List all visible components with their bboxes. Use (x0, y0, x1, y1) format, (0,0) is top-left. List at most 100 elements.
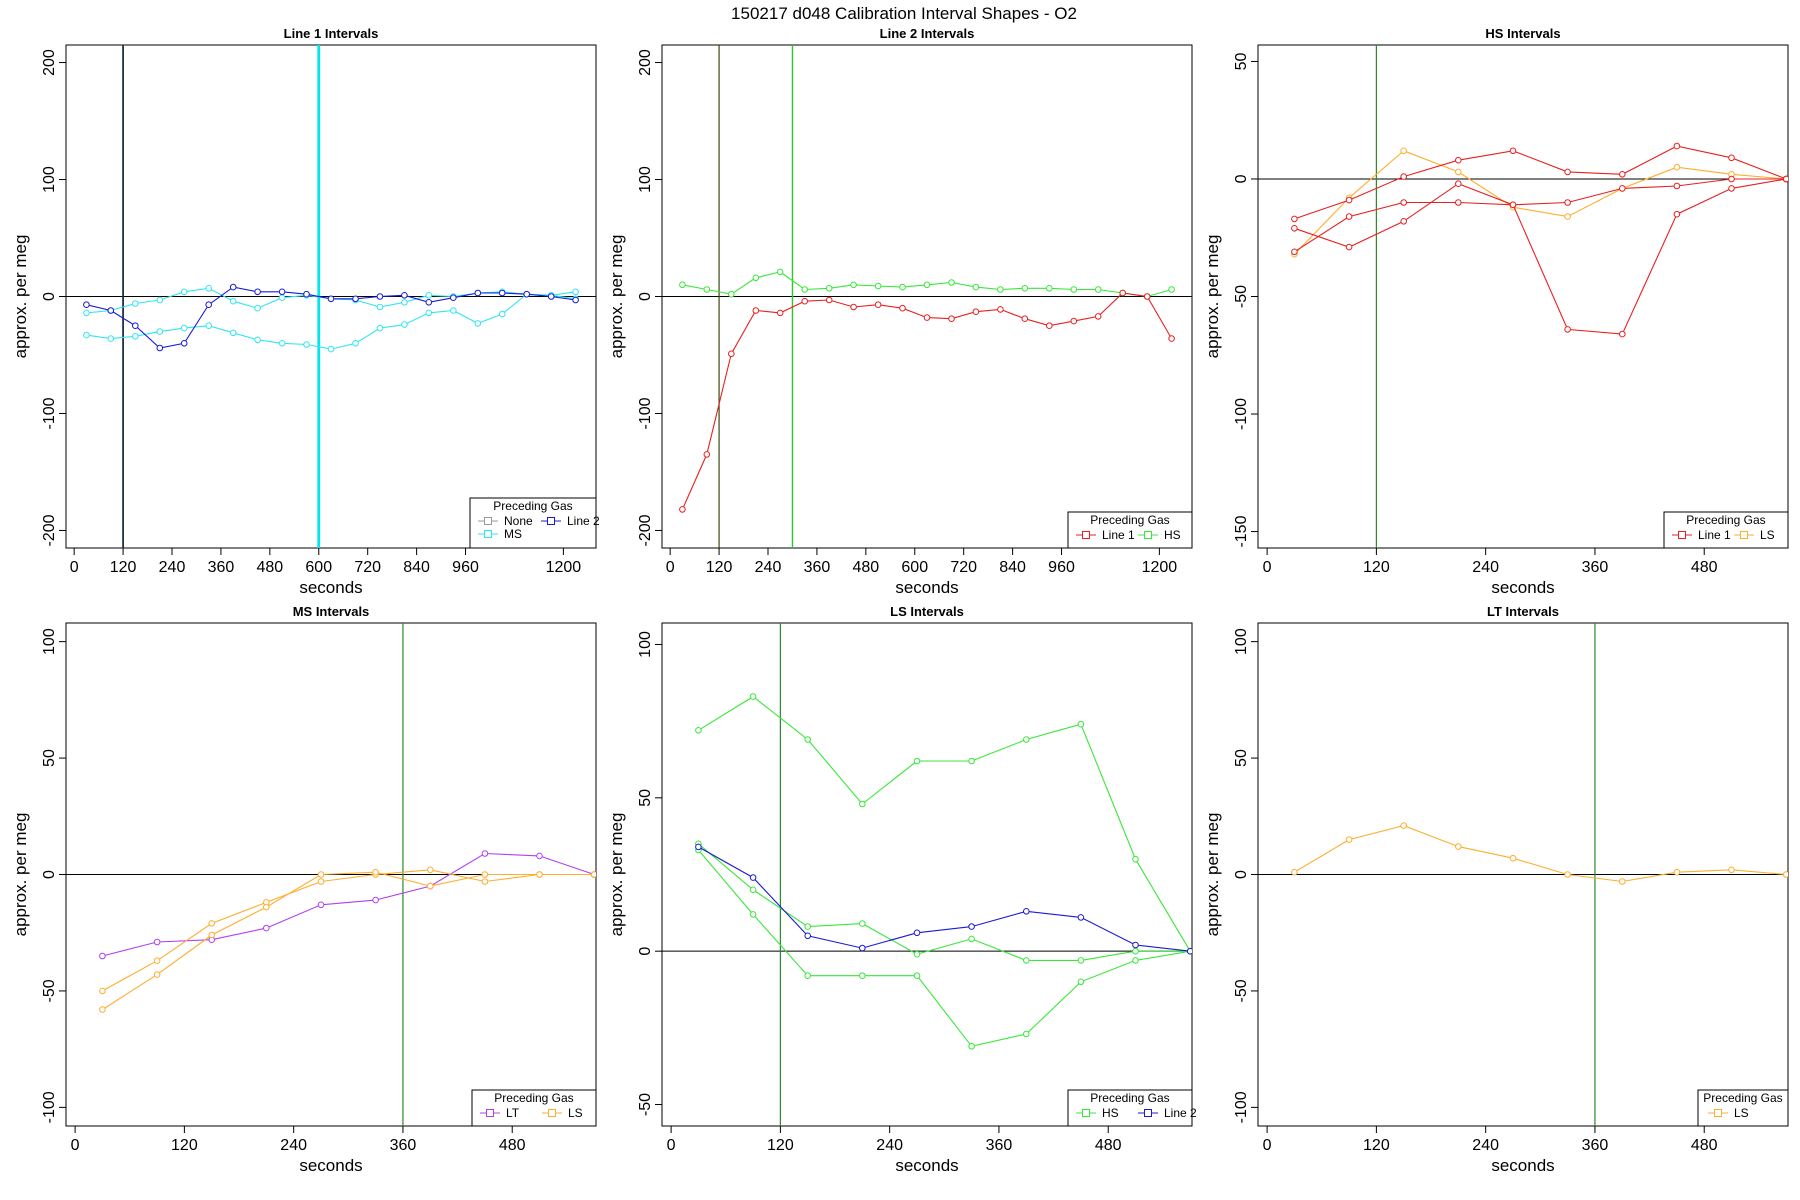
panel-5-y-tick-label: -50 (637, 1093, 654, 1116)
panel-3-series-line-1-3-point (1400, 218, 1407, 225)
panel-6-x-axis-label: seconds (1491, 1156, 1554, 1175)
panel-5-plot-frame (661, 622, 1193, 1127)
panel-3-series-line-1-4-point (1291, 248, 1298, 256)
panel-3: HS Intervals 0 120 240 360 480 -150 -100 -50 0 50 s… (1203, 26, 1789, 597)
panel-4-legend-label: LT (506, 1106, 520, 1120)
panel-1-series-ms-2-point (83, 331, 90, 339)
panel-2-title: Line 2 Intervals (880, 26, 975, 41)
panel-2-series-line-1-2-point (728, 350, 735, 358)
panel-3-series-line-1-3 (1291, 175, 1788, 338)
panel-2-series-hs-1-point (997, 286, 1004, 293)
panel-2-x-tick-label: 720 (950, 559, 977, 576)
panel-6-series-ls-1-point (1782, 871, 1788, 878)
panel-6-legend-swatch-marker (1714, 1109, 1722, 1117)
panel-5-y-axis-label: approx. per meg (607, 813, 626, 937)
panel-3-legend-item-ls: LS (1734, 528, 1775, 542)
panel-1-series-line-2-3-point (352, 295, 359, 303)
panel-1-series-line-2-3-point (523, 290, 531, 298)
panel-6-legend-title: Preceding Gas (1703, 1091, 1782, 1105)
panel-1-legend-label: None (504, 514, 533, 528)
panel-4-series-ls-2-point (481, 878, 489, 885)
panel-2-series-hs-1-point (703, 286, 711, 293)
panel-2-series-hs-1-point (874, 282, 882, 290)
panel-4-series-ls-3-line (102, 871, 595, 1011)
panel-1-series-ms-1-point (205, 285, 212, 292)
panel-1-series-ms-1-point (180, 288, 188, 296)
panel-2-series-hs-1-point (1070, 286, 1078, 293)
panel-6-y-tick-label: 100 (1233, 628, 1250, 655)
panel-1-series-line-2-3-point (205, 301, 212, 309)
panel-2-series-hs-1-point (1046, 285, 1053, 292)
panel-3-series-line-1-4-point (1673, 182, 1681, 190)
panel-5-series-hs-2-point (859, 920, 866, 927)
panel-1-legend-swatch-marker (547, 517, 555, 525)
panel-2-series-line-1-2-point (1119, 289, 1127, 297)
panel-1-series-line-2-3-point (303, 290, 310, 298)
panel-4-series-lt-1-point (481, 850, 489, 857)
panel-3-series-line-1-4 (1291, 175, 1788, 256)
panel-4-x-tick-label: 360 (390, 1137, 417, 1154)
panel-1-series-line-2-3-point (474, 289, 482, 297)
panel-5-x-tick-label: 360 (986, 1137, 1013, 1154)
panel-3-legend-label: LS (1760, 528, 1775, 542)
panel-1-series-ms-2-point (401, 321, 408, 328)
panel-1-series-ms-2-point (303, 341, 310, 348)
panel-1-series-ms-2-point (474, 320, 482, 327)
panel-2-series-hs-1-point (752, 274, 760, 282)
panel-2-series-hs-1-point (801, 286, 808, 293)
panel-5-series-hs-3-line (697, 849, 1191, 1047)
panel-2-series-hs-1-point (899, 283, 906, 291)
panel-2-x-axis-label: seconds (895, 578, 958, 597)
panel-2-legend-box (1067, 511, 1193, 549)
panel-1-y-tick-label: -200 (41, 514, 58, 546)
panel-4-series-ls-3-point (99, 1006, 106, 1013)
panel-4-series-lt-1-point (317, 901, 325, 909)
figure-title: 150217 d048 Calibration Interval Shapes … (731, 4, 1077, 23)
panel-3-y-tick-label: 0 (1233, 174, 1250, 183)
panel-5-series-hs-3-point (1077, 978, 1085, 986)
panel-1-x-tick-label: 1200 (546, 559, 582, 576)
panel-3-series-ls-1 (1291, 147, 1788, 258)
panel-1-legend-label: Line 2 (567, 514, 600, 528)
panel-2-series-hs-1-point (948, 279, 955, 286)
panel-1-series-ms-1-point (572, 288, 579, 296)
panel-5-series-line-2-4-point (968, 923, 975, 930)
panel-1-legend-item-line-2: Line 2 (541, 514, 600, 528)
panel-3-legend-swatch-marker (1678, 531, 1686, 539)
panel-4-legend-swatch-marker (486, 1109, 494, 1117)
panel-5-series-line-2-4-point (804, 932, 811, 940)
panel-2-legend-item-hs: HS (1138, 528, 1181, 542)
panel-5-series-line-2-4-point (913, 929, 921, 937)
panel-5-series-hs-3-point (749, 911, 757, 918)
panel-5-series-hs-2-line (698, 843, 1191, 961)
panel-4-series-lt-1-point (263, 924, 270, 932)
panel-3-series-ls-1-line (1294, 150, 1787, 255)
panel-2-series-line-1-2-point (703, 451, 711, 458)
panel-2-series-hs-1-point (850, 281, 857, 289)
panel-3-series-line-1-2-point (1728, 154, 1735, 162)
panel-5-series-hs-1-point (695, 727, 702, 734)
panel-4-x-tick-label: 480 (499, 1137, 526, 1154)
panel-2-series-line-1-2-point (972, 308, 980, 316)
panel-4-series-ls-3-point (263, 903, 270, 911)
panel-4-series-ls-2-point (99, 987, 106, 995)
panel-5-series-hs-3-point (804, 972, 811, 980)
panel-2-series-line-1-2-point (752, 307, 760, 314)
panel-5-series-line-2-4-point (859, 944, 866, 952)
panel-2-series-line-1-2 (679, 289, 1175, 513)
panel-5-series-hs-2 (695, 840, 1192, 964)
panel-1-series-line-2-3-point (547, 293, 555, 300)
panel-1-series-ms-1-point (83, 309, 90, 317)
panel-3-x-tick-label: 0 (1263, 559, 1272, 576)
panel-1-series-ms-1-point (376, 303, 384, 311)
panel-4-title: MS Intervals (293, 604, 370, 619)
panel-2-series-line-1-2-point (997, 306, 1004, 313)
panel-3-data-area (1258, 45, 1788, 548)
panel-2-y-tick-label: 0 (637, 292, 654, 301)
panel-3-series-line-1-3-point (1564, 326, 1571, 333)
panel-2-series-line-1-2-point (776, 309, 784, 317)
panel-5-legend-label: Line 2 (1164, 1106, 1197, 1120)
panel-1-series-line-2-3-point (254, 288, 261, 296)
